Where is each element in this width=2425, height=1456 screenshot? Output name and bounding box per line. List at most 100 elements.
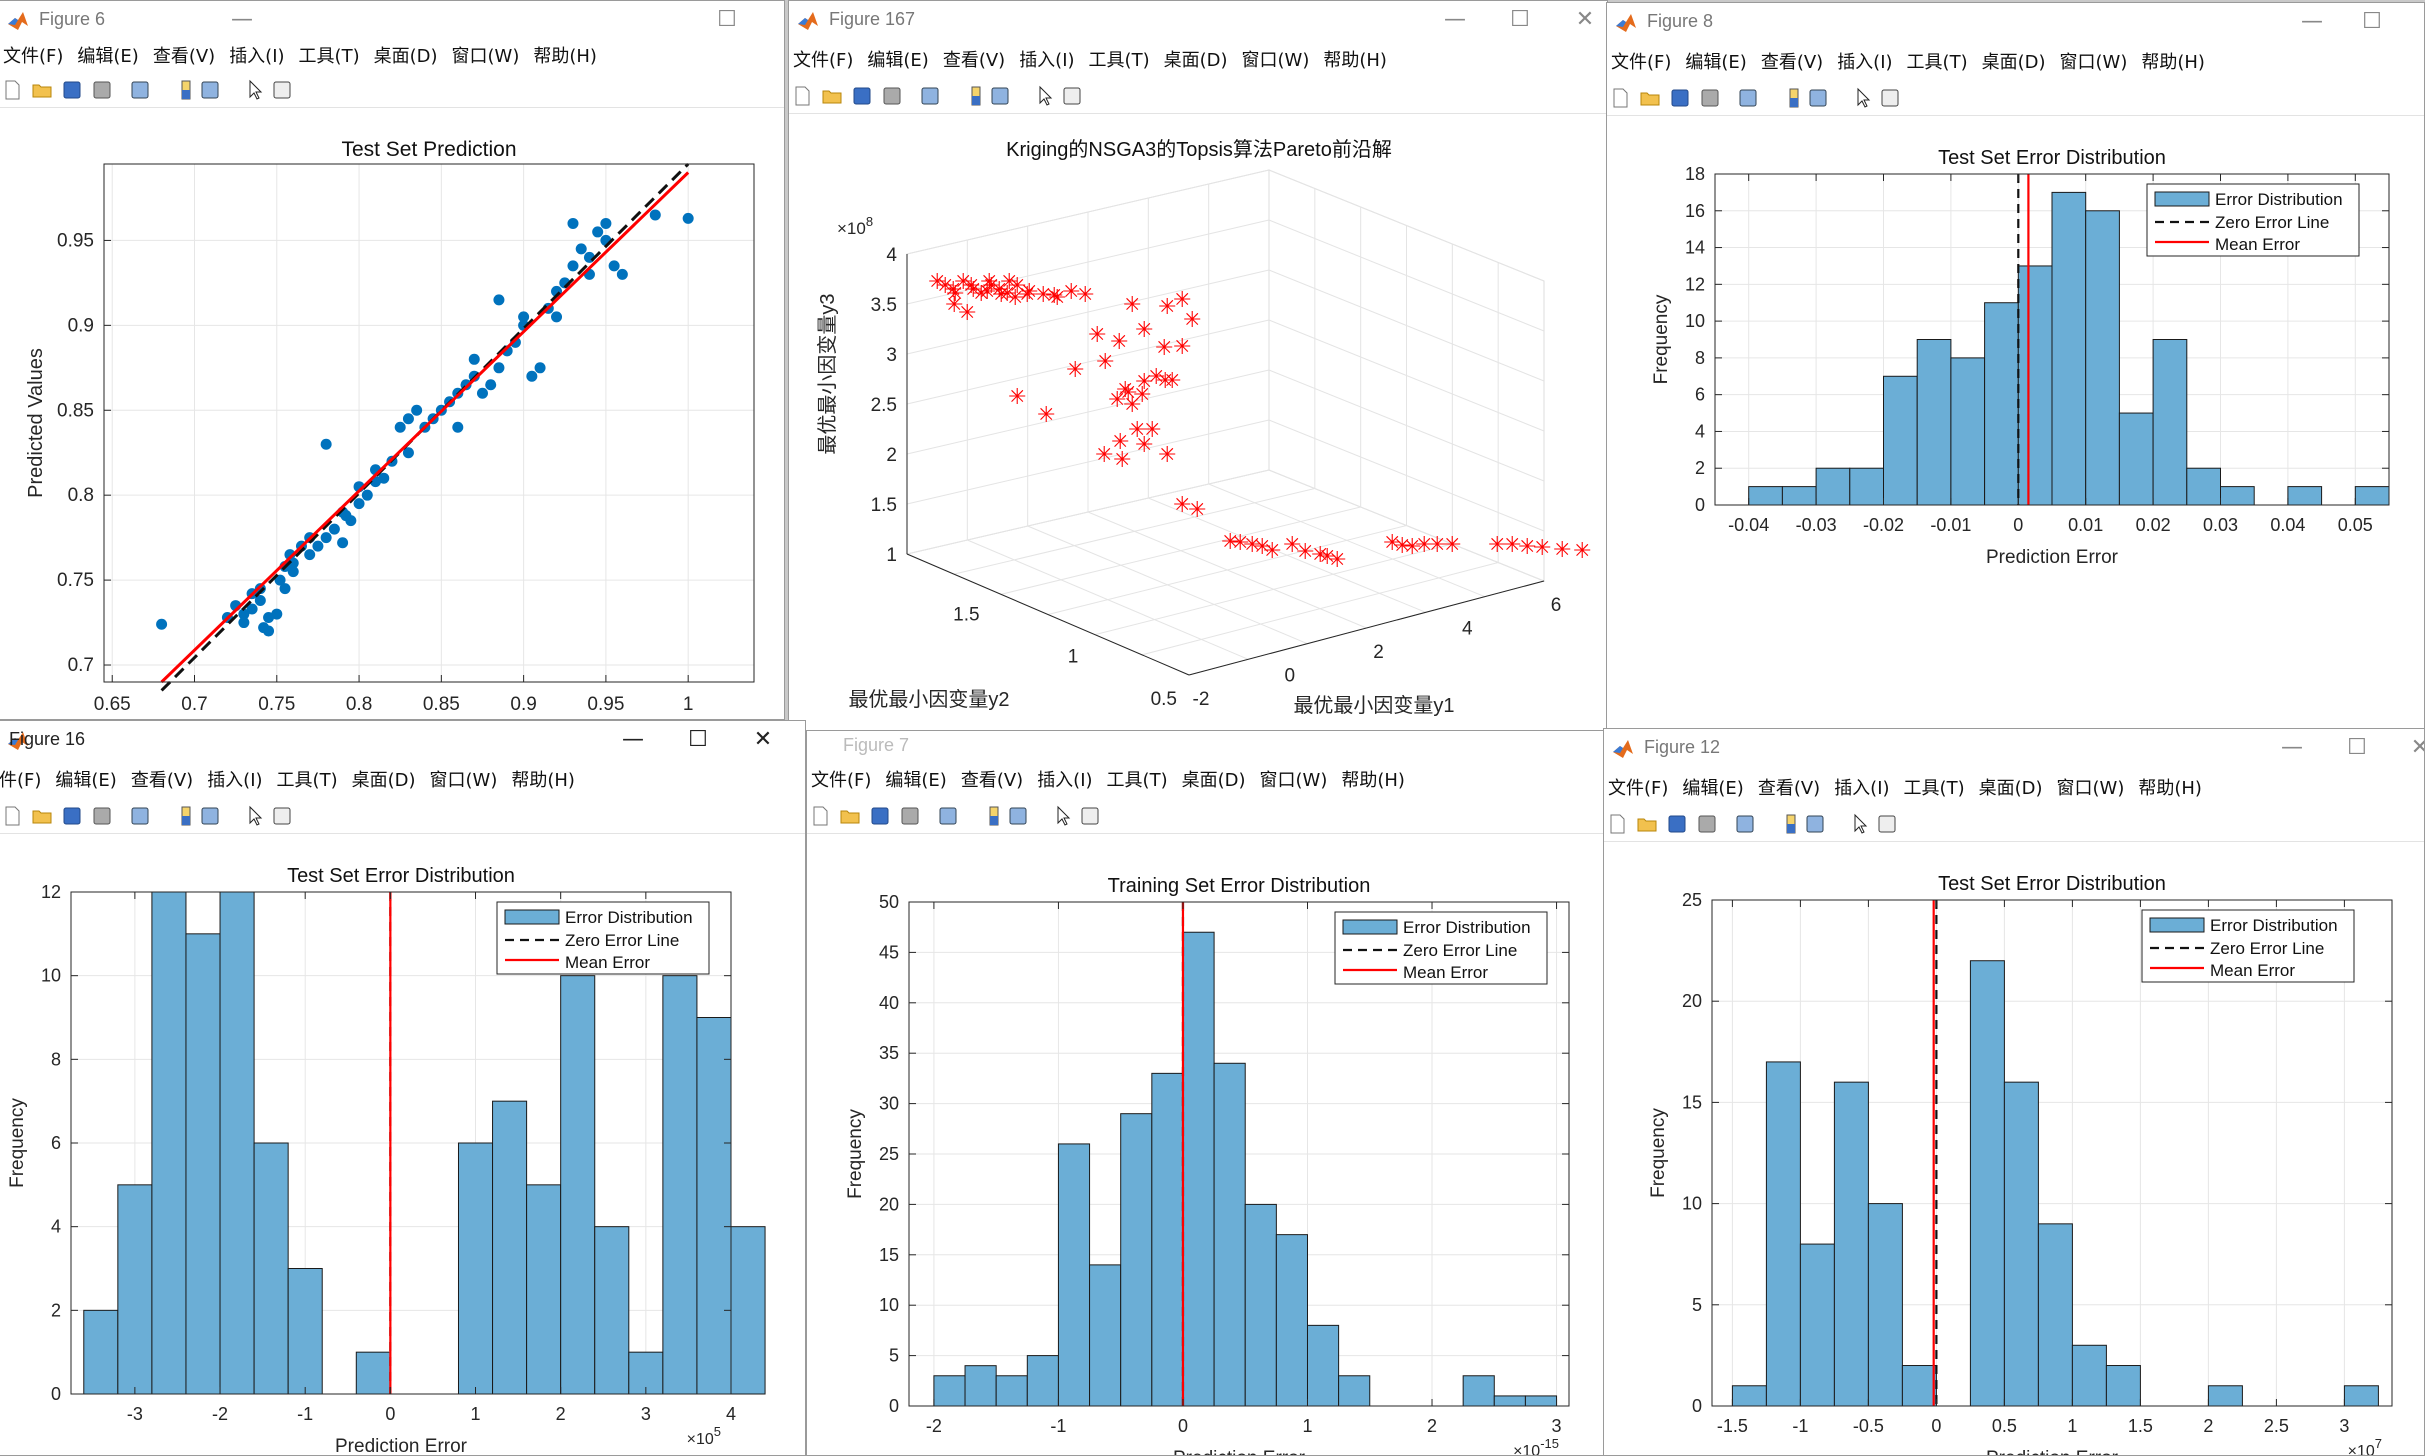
figure-window-16[interactable]: Figure 16 — ☐ ✕ 件(F) 编辑(E) 查看(V) 插入(I) 工具(T)… <box>0 720 806 1456</box>
print-icon[interactable] <box>1699 87 1721 109</box>
print-icon[interactable] <box>881 85 903 107</box>
menu-tools[interactable]: 工具(T) <box>1903 778 1965 799</box>
legend-icon[interactable] <box>989 85 1011 107</box>
menu-window[interactable]: 窗口(W) <box>451 46 520 67</box>
link-plot-icon[interactable] <box>919 85 941 107</box>
menu-insert[interactable]: 插入(I) <box>1019 50 1075 71</box>
link-plot-icon[interactable] <box>129 79 151 101</box>
figure-window-12[interactable]: Figure 12 — ☐ ✕ 文件(F) 编辑(E) 查看(V) 插入(I) 工具(T… <box>1603 728 2425 1456</box>
open-folder-icon[interactable] <box>839 805 861 827</box>
save-icon[interactable] <box>851 85 873 107</box>
save-icon[interactable] <box>61 805 83 827</box>
maximize-icon[interactable]: ☐ <box>2347 735 2367 760</box>
legend-icon[interactable] <box>1807 87 1829 109</box>
menu-view[interactable]: 查看(V) <box>960 770 1024 791</box>
close-icon[interactable]: ✕ <box>753 727 773 752</box>
print-icon[interactable] <box>91 805 113 827</box>
menu-edit[interactable]: 编辑(E) <box>885 770 947 791</box>
menu-insert[interactable]: 插入(I) <box>1837 52 1893 73</box>
new-file-icon[interactable] <box>1609 87 1631 109</box>
new-file-icon[interactable] <box>1 805 23 827</box>
colorbar-icon[interactable] <box>1783 87 1805 109</box>
open-folder-icon[interactable] <box>31 79 53 101</box>
save-icon[interactable] <box>61 79 83 101</box>
menu-view[interactable]: 查看(V) <box>130 770 194 791</box>
menu-window[interactable]: 窗口(W) <box>2056 778 2125 799</box>
minimize-icon[interactable]: — <box>1444 7 1466 32</box>
menu-insert[interactable]: 插入(I) <box>229 46 285 67</box>
pointer-icon[interactable] <box>1853 87 1875 109</box>
pointer-icon[interactable] <box>1850 813 1872 835</box>
figure-window-7[interactable]: Figure 7 文件(F) 编辑(E) 查看(V) 插入(I) 工具(T) 桌面(D) 窗… <box>806 730 1606 1456</box>
property-inspector-icon[interactable] <box>271 805 293 827</box>
title-bar[interactable]: Figure 8 — ☐ <box>1607 3 2424 43</box>
legend-icon[interactable] <box>1007 805 1029 827</box>
figure-window-8[interactable]: Figure 8 — ☐ 文件(F) 编辑(E) 查看(V) 插入(I) 工具(T) 桌面… <box>1606 2 2425 730</box>
menu-edit[interactable]: 编辑(E) <box>1685 52 1747 73</box>
menu-help[interactable]: 帮助(H) <box>2138 778 2202 799</box>
legend-icon[interactable] <box>199 79 221 101</box>
new-file-icon[interactable] <box>809 805 831 827</box>
menu-desktop[interactable]: 桌面(D) <box>1163 50 1228 71</box>
menu-tools[interactable]: 工具(T) <box>1906 52 1968 73</box>
open-folder-icon[interactable] <box>821 85 843 107</box>
minimize-icon[interactable]: — <box>2281 735 2303 760</box>
maximize-icon[interactable]: ☐ <box>688 727 708 752</box>
menu-edit[interactable]: 编辑(E) <box>867 50 929 71</box>
title-bar[interactable]: Figure 7 <box>807 731 1605 767</box>
menu-view[interactable]: 查看(V) <box>1760 52 1824 73</box>
property-inspector-icon[interactable] <box>1879 87 1901 109</box>
close-icon[interactable]: ✕ <box>2398 733 2424 763</box>
menu-insert[interactable]: 插入(I) <box>1834 778 1890 799</box>
menu-help[interactable]: 帮助(H) <box>511 770 575 791</box>
menu-file[interactable]: 文件(F) <box>811 770 872 791</box>
menu-help[interactable]: 帮助(H) <box>1341 770 1405 791</box>
menu-help[interactable]: 帮助(H) <box>2141 52 2205 73</box>
pointer-icon[interactable] <box>1035 85 1057 107</box>
link-plot-icon[interactable] <box>937 805 959 827</box>
colorbar-icon[interactable] <box>175 805 197 827</box>
pointer-icon[interactable] <box>245 805 267 827</box>
property-inspector-icon[interactable] <box>1876 813 1898 835</box>
menu-insert[interactable]: 插入(I) <box>207 770 263 791</box>
menu-tools[interactable]: 工具(T) <box>1106 770 1168 791</box>
minimize-icon[interactable]: — <box>622 727 644 752</box>
colorbar-icon[interactable] <box>983 805 1005 827</box>
print-icon[interactable] <box>899 805 921 827</box>
open-folder-icon[interactable] <box>1639 87 1661 109</box>
property-inspector-icon[interactable] <box>271 79 293 101</box>
close-icon[interactable]: ✕ <box>1575 7 1595 32</box>
colorbar-icon[interactable] <box>965 85 987 107</box>
menu-edit[interactable]: 编辑(E) <box>1682 778 1744 799</box>
new-file-icon[interactable] <box>1606 813 1628 835</box>
menu-file[interactable]: 文件(F) <box>1608 778 1669 799</box>
print-icon[interactable] <box>91 79 113 101</box>
maximize-icon[interactable]: ☐ <box>717 7 737 32</box>
print-icon[interactable] <box>1696 813 1718 835</box>
title-bar[interactable]: Figure 6 — ☐ <box>0 1 784 41</box>
link-plot-icon[interactable] <box>1737 87 1759 109</box>
pointer-icon[interactable] <box>245 79 267 101</box>
menu-desktop[interactable]: 桌面(D) <box>1181 770 1246 791</box>
menu-view[interactable]: 查看(V) <box>152 46 216 67</box>
menu-help[interactable]: 帮助(H) <box>1323 50 1387 71</box>
maximize-icon[interactable]: ☐ <box>2362 9 2382 34</box>
minimize-icon[interactable]: — <box>2301 9 2323 34</box>
minimize-icon[interactable]: — <box>231 7 253 32</box>
new-file-icon[interactable] <box>791 85 813 107</box>
menu-window[interactable]: 窗口(W) <box>429 770 498 791</box>
legend-icon[interactable] <box>199 805 221 827</box>
open-folder-icon[interactable] <box>31 805 53 827</box>
menu-edit[interactable]: 编辑(E) <box>55 770 117 791</box>
menu-window[interactable]: 窗口(W) <box>1241 50 1310 71</box>
colorbar-icon[interactable] <box>1780 813 1802 835</box>
title-bar[interactable]: Figure 167 — ☐ ✕ <box>789 1 1607 41</box>
legend-icon[interactable] <box>1804 813 1826 835</box>
menu-window[interactable]: 窗口(W) <box>2059 52 2128 73</box>
save-icon[interactable] <box>1666 813 1688 835</box>
title-bar[interactable]: Figure 12 — ☐ ✕ <box>1604 729 2424 769</box>
save-icon[interactable] <box>1669 87 1691 109</box>
menu-desktop[interactable]: 桌面(D) <box>1981 52 2046 73</box>
menu-tools[interactable]: 工具(T) <box>1088 50 1150 71</box>
save-icon[interactable] <box>869 805 891 827</box>
